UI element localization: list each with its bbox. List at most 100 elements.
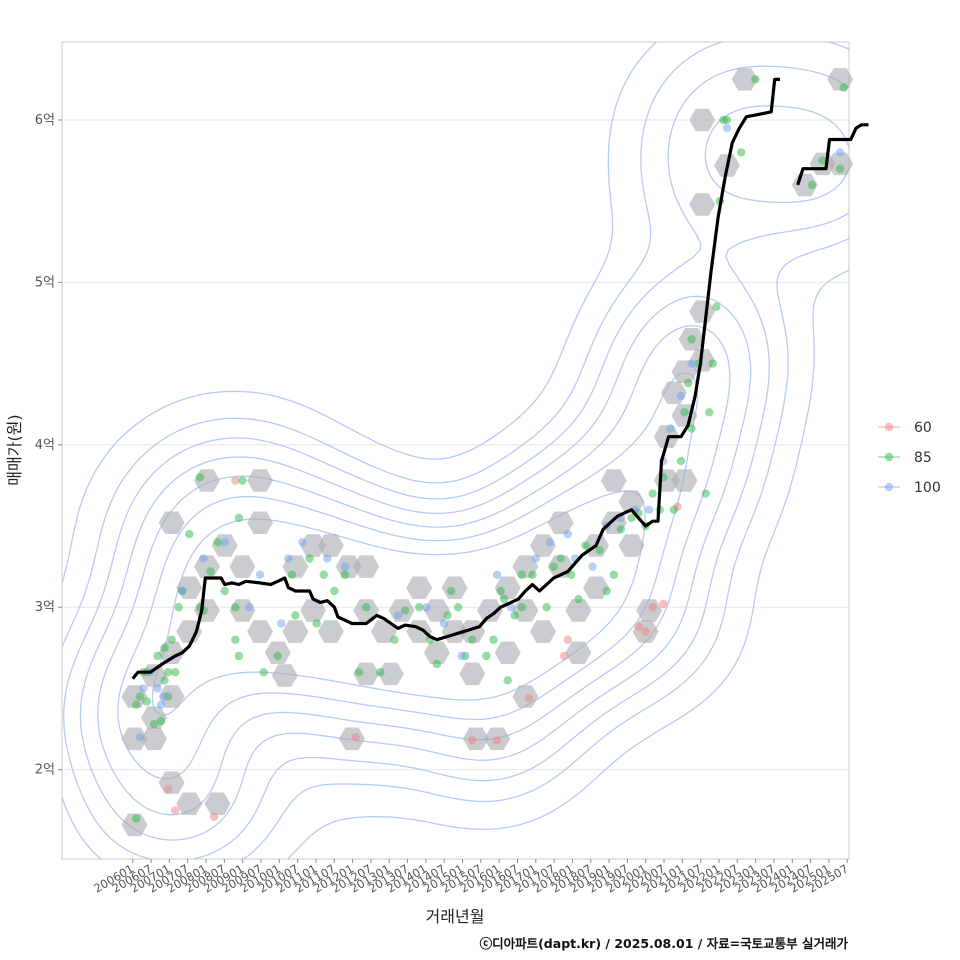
scatter-point-85 [163, 668, 173, 677]
hex-cell [423, 641, 450, 664]
scatter-point-85 [185, 529, 194, 539]
scatter-point-100 [199, 554, 208, 563]
scatter-point-85 [446, 586, 456, 596]
scatter-point-100 [545, 538, 555, 547]
scatter-point-85 [676, 456, 686, 466]
scatter-point-100 [323, 554, 332, 563]
hex-cell [565, 599, 592, 622]
scatter-point-100 [588, 562, 597, 571]
scatter-point-60 [634, 622, 643, 631]
hex-cell [689, 193, 716, 216]
scatter-point-85 [595, 546, 604, 555]
hex-cell [494, 641, 521, 664]
scatter-point-100 [457, 651, 466, 661]
scatter-point-85 [273, 651, 282, 661]
scatter-point-85 [400, 606, 410, 615]
y-axis-title: 매매가(원) [5, 414, 24, 485]
scatter-point-85 [567, 570, 576, 579]
hex-cell [827, 152, 854, 176]
scatter-point-85 [170, 668, 180, 677]
median-price-line [131, 77, 780, 680]
hex-cell [618, 534, 645, 557]
scatter-point-85 [669, 505, 679, 514]
scatter-point-100 [722, 123, 732, 133]
y-tick-label: 6억 [35, 113, 55, 128]
scatter-point-85 [835, 164, 845, 173]
hex-cell [600, 469, 627, 492]
scatter-point-100 [393, 611, 403, 620]
hex-cell [204, 792, 231, 815]
trend-lines [131, 77, 869, 680]
y-tick-label: 5억 [35, 275, 55, 290]
scatter-point-60 [209, 812, 219, 821]
scatter-point-85 [167, 635, 176, 644]
scatter-point-100 [156, 700, 166, 709]
scatter-point-100 [563, 529, 573, 539]
scatter-point-100 [220, 538, 229, 547]
y-tick-label: 4억 [35, 438, 55, 453]
scatter-point-85 [312, 619, 321, 628]
density-contour [63, 65, 850, 860]
scatter-point-85 [503, 676, 512, 685]
scatter-point-85 [549, 562, 558, 571]
x-axis-title: 거래년월 [426, 907, 485, 926]
scatter-point-85 [818, 156, 827, 165]
hex-cell [247, 469, 274, 492]
scatter-point-100 [676, 391, 686, 401]
scatter-point-60 [659, 599, 668, 609]
hex-cell [530, 620, 556, 643]
scatter-point-85 [517, 570, 527, 579]
scatter-point-85 [736, 148, 746, 157]
scatter-point-85 [340, 570, 350, 579]
scatter-point-60 [468, 736, 477, 745]
scatter-point-85 [443, 611, 452, 620]
scatter-point-85 [499, 594, 509, 604]
scatter-point-85 [627, 513, 636, 523]
legend-key-point [884, 482, 894, 492]
scatter-point-100 [178, 586, 187, 596]
scatter-point-85 [234, 513, 244, 523]
hex-cell [565, 641, 592, 664]
density-contour [61, 41, 850, 860]
hex-cell [377, 662, 404, 686]
plot-panel [61, 41, 850, 860]
scatter-point-85 [132, 814, 141, 823]
scatter-point-85 [574, 594, 583, 604]
scatter-point-85 [683, 378, 693, 388]
hex-cell [689, 108, 716, 132]
scatter-point-100 [135, 732, 145, 742]
legend-label: 60 [914, 420, 932, 436]
scatter-point-85 [206, 567, 215, 576]
scatter-point-85 [602, 586, 611, 596]
hex-cell [317, 620, 344, 643]
scatter-point-85 [319, 570, 328, 579]
scatter-point-100 [284, 554, 293, 563]
scatter-point-85 [415, 603, 424, 612]
scatter-point-60 [641, 627, 650, 636]
hex-cell [121, 813, 148, 837]
scatter-point-85 [156, 716, 166, 726]
scatter-point-85 [687, 335, 696, 344]
scatter-point-85 [751, 75, 760, 84]
hex-cell [176, 620, 203, 643]
legend-label: 85 [914, 450, 932, 466]
scatter-point-60 [563, 635, 573, 644]
scatter-point-85 [528, 570, 537, 579]
hex-cell [300, 599, 327, 622]
scatter-point-85 [376, 668, 385, 677]
scatter-point-85 [160, 676, 169, 685]
density-contour [97, 324, 731, 816]
hex-cell [477, 599, 503, 622]
scatter-point-85 [556, 554, 565, 563]
scatter-point-100 [160, 692, 169, 701]
hex-cell [353, 555, 380, 578]
scatter-point-100 [531, 554, 541, 563]
scatter-point-85 [609, 570, 618, 579]
scatter-point-85 [213, 538, 222, 547]
source-footer: ⓒ디아파트(dapt.kr) / 2025.08.01 / 자료=국토교통부 실… [480, 936, 849, 951]
density-contour [61, 41, 850, 860]
scatter-point-85 [234, 651, 244, 661]
scatter-point-85 [160, 643, 169, 653]
scatter-point-85 [687, 424, 696, 433]
legend: 60 85 100 [878, 420, 941, 496]
